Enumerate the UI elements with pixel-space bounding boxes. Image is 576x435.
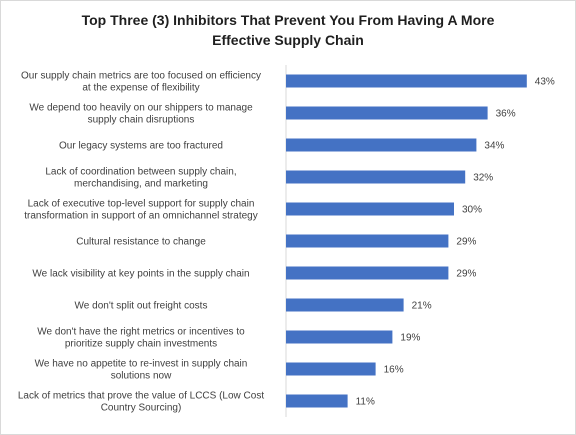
category-label: Lack of metrics that prove the value of … [18,391,264,402]
category-label: Our supply chain metrics are too focused… [21,71,261,82]
bar [286,202,454,216]
bar [286,170,466,184]
chart-title-line-1: Top Three (3) Inhibitors That Prevent Yo… [81,12,495,28]
data-label: 11% [356,397,375,408]
data-label: 21% [412,301,432,312]
data-label: 29% [456,269,476,280]
category-label: We have no appetite to re-invest in supp… [35,359,248,370]
bar [286,234,449,248]
data-label: 16% [384,365,404,376]
bar [286,138,477,152]
data-label: 36% [496,109,516,120]
bar [286,362,376,376]
bar [286,266,449,280]
bar [286,298,404,312]
category-label: at the expense of flexibility [82,83,199,94]
category-label: supply chain disruptions [88,115,195,126]
category-label: Lack of coordination between supply chai… [45,167,236,178]
category-label: We lack visibility at key points in the … [32,269,249,280]
chart-title-line-2: Effective Supply Chain [212,32,364,48]
category-label: Lack of executive top-level support for … [28,199,255,210]
bar [286,330,393,344]
category-label: Cultural resistance to change [76,237,206,248]
category-label: Country Sourcing) [101,403,182,414]
chart-title: Top Three (3) Inhibitors That Prevent Yo… [0,10,576,50]
category-label: solutions now [111,371,172,382]
data-label: 32% [473,173,493,184]
bar [286,394,348,408]
data-label: 34% [484,141,504,152]
category-label: transformation in support of an omnichan… [24,211,257,222]
data-label: 43% [535,77,555,88]
category-label: We don't split out freight costs [75,301,208,312]
data-label: 30% [462,205,482,216]
category-label: merchandising, and marketing [74,179,208,190]
category-label: We depend too heavily on our shippers to… [29,103,253,114]
bar [286,74,527,88]
bar [286,106,488,120]
data-label: 19% [400,333,420,344]
category-label: We don't have the right metrics or incen… [37,327,245,338]
data-label: 29% [456,237,476,248]
category-label: Our legacy systems are too fractured [59,141,223,152]
category-label: prioritize supply chain investments [65,339,217,350]
